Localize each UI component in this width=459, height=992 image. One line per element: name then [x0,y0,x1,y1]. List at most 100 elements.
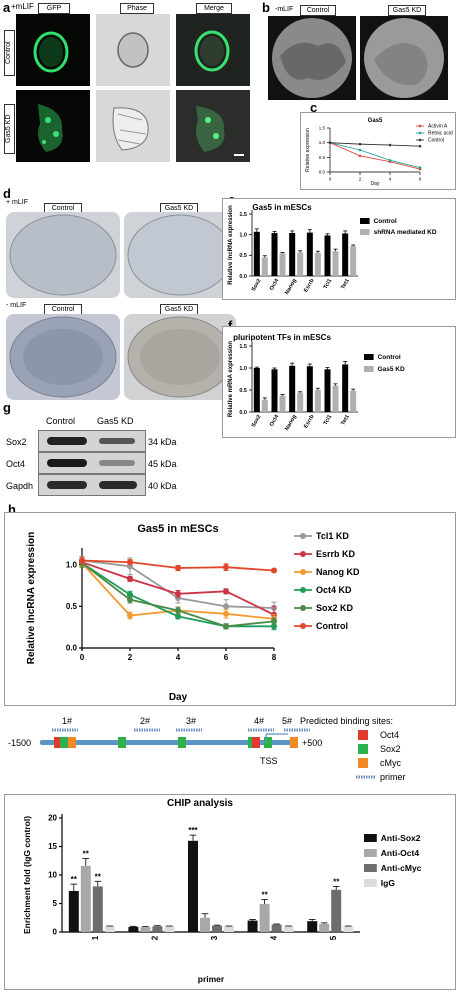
scale-bar [234,154,244,156]
legend-swatch [358,744,368,754]
legend-swatch [360,218,370,224]
panel-b-col-control: Control [300,5,336,16]
legend-label: primer [380,772,406,782]
category-label: 5 [329,935,338,940]
x-tick-label: 4 [176,653,181,662]
chart-f: pluripotent TFs in mESCs 0.0 0.5 1.0 1.5 Rela… [228,333,405,432]
x-axis-label: primer [198,974,225,984]
legend-label: Control [428,138,444,144]
significance-label: ** [261,891,268,900]
chart-title: Gas5 in mESCs [137,523,218,535]
chart-title: Gas5 in mESCs [252,203,312,212]
bar [289,233,296,276]
y-tick-label: 1.0 [239,366,247,372]
bar [319,924,330,932]
category-label: 2 [150,935,159,940]
legend-swatch [364,879,377,887]
data-point [271,618,277,625]
category-label: Nanog [284,414,298,432]
merge-image-gas5kd [176,90,250,162]
bar [306,232,313,276]
blot-size-oct4: 45 kDa [148,459,177,469]
significance-label: ** [95,872,102,881]
category-label: Tet1 [340,278,351,290]
y-tick-label: 1.5 [239,212,247,218]
chart-title: pluripotent TFs in mESCs [233,333,331,342]
bar [306,366,313,412]
legend-swatch [364,366,374,372]
bar [140,927,151,932]
chart-c: Gas5 0.0 0.5 1.0 1.5 0 2 4 6 Day Relative expressi… [305,118,453,187]
data-point [223,603,229,610]
y-tick-label: 10 [48,871,57,880]
legend-label: Control [374,218,397,225]
phase-image-gas5kd [96,90,170,162]
legend-label: IgG [381,878,396,888]
x-tick-label: 0 [80,653,85,662]
data-point [127,559,133,566]
legend-label: Anti-Sox2 [381,833,421,843]
panel-letter-g: g [3,400,11,415]
y-axis-label: Enrichment fold (IgG control) [22,816,32,934]
x-tick-label: 0 [329,177,332,182]
bar [314,390,321,412]
bar [212,925,222,932]
binding-site-box [178,737,186,748]
panel-a-row-control: Control [4,30,15,76]
legend-label: shRNA mediated KD [374,229,437,236]
data-point [175,590,181,597]
legend-marker [418,124,422,128]
category-label: Tcl1 [323,278,334,290]
gfp-image-gas5kd [16,90,90,162]
panel-letter-a: a [3,0,11,15]
y-tick-label: 1.0 [319,140,326,145]
x-tick-label: 8 [272,653,277,662]
bar [152,926,163,932]
panel-a-col-merge: Merge [196,3,232,14]
chart-title: CHIP analysis [167,798,233,809]
binding-site-label: 1# [62,716,72,726]
bar [259,904,270,932]
category-label: Tcl1 [323,414,334,426]
data-point [223,588,229,595]
data-point [223,564,229,571]
chart-title: Gas5 [368,118,383,124]
significance-label: *** [188,826,198,835]
data-point [175,607,181,614]
legend-swatch [364,849,377,857]
legend-label: Control [378,354,401,361]
category-label: Oct4 [269,277,281,291]
legend-label: Gas5 KD [378,366,405,373]
bar [350,246,357,276]
data-point [418,144,422,148]
legend-label: cMyc [380,758,401,768]
plate-image-gas5kd-minus [124,314,236,400]
y-axis-label: Relative lncRNA expression [26,532,37,664]
blot-sox2 [38,430,146,452]
bar [261,399,268,412]
legend-swatch [364,354,374,360]
blot-label-gapdh: Gapdh [6,481,34,491]
bar [307,921,318,932]
legend-marker [300,551,306,557]
x-axis-label: Day [371,181,380,187]
promoter-line [40,740,298,745]
legend-marker [300,623,306,629]
y-tick-label: 0.5 [239,388,247,394]
bar [271,369,278,412]
data-point [175,565,181,571]
bar [200,917,210,932]
blot-label-oct4: Oct4 [6,459,26,469]
bar [332,251,339,276]
panel-i-frame [4,794,456,990]
bar [279,253,286,276]
binding-site-label: 4# [254,716,264,726]
data-point [175,595,181,601]
phase-image-control [96,14,170,86]
data-point [223,623,229,630]
y-tick-label: 0.0 [319,170,326,175]
binding-site-box [68,737,76,748]
data-point [388,158,392,162]
panel-h-frame [4,512,456,706]
category-label: Sox2 [251,414,263,428]
